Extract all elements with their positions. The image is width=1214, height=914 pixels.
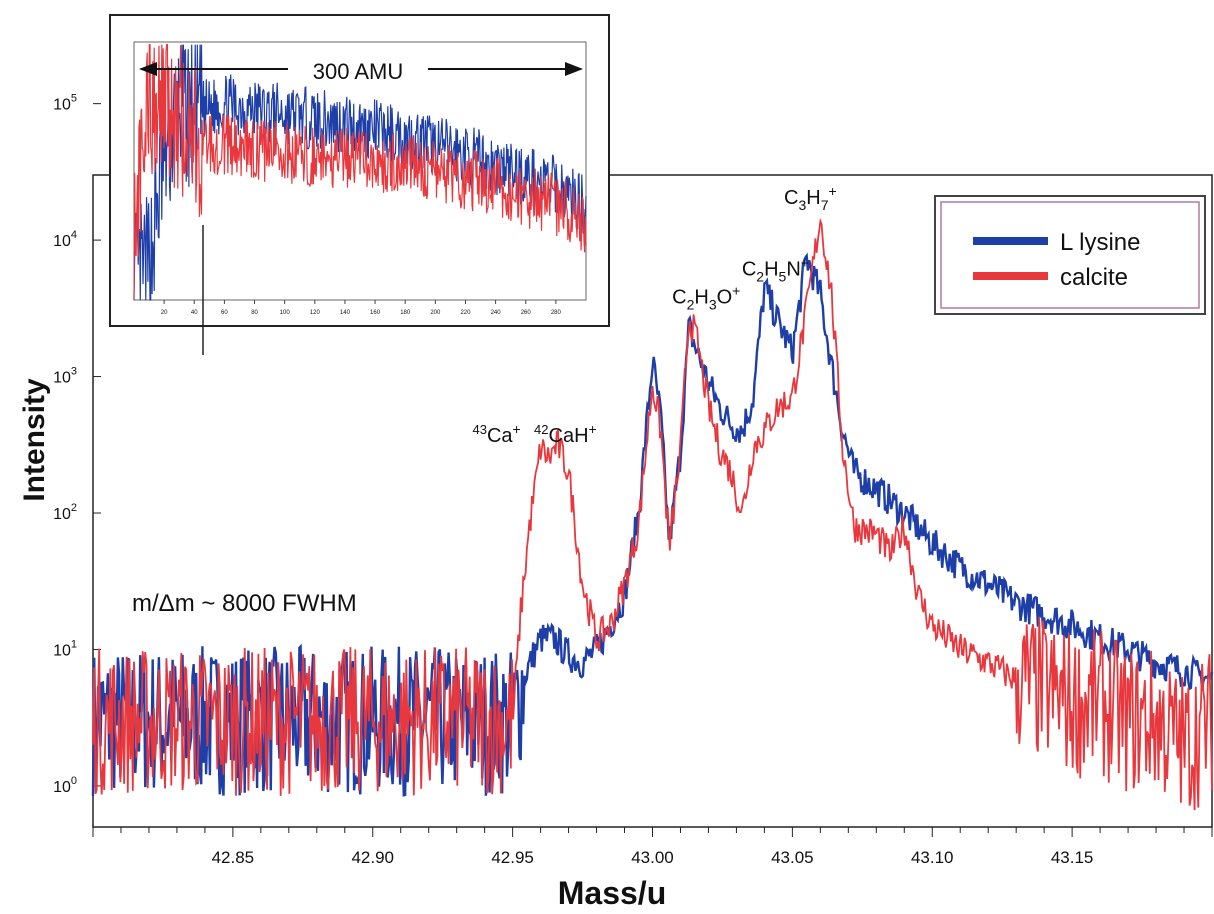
x-axis-ticks: 42.85 42.90 42.95 43.00 43.05 43.10 43.15	[92, 827, 1213, 867]
legend-label-l-lysine: L lysine	[1060, 229, 1140, 256]
main-series-group	[91, 217, 1214, 811]
inset-tick-label: 280	[551, 310, 562, 316]
y-tick-label: 101	[53, 638, 77, 659]
series-line-calcite	[92, 217, 1213, 811]
inset-tick-label: 220	[460, 310, 471, 316]
legend-label-calcite: calcite	[1060, 264, 1128, 291]
x-tick-label: 42.90	[351, 848, 394, 867]
inset-arrowhead-right	[565, 62, 583, 76]
inset-series-l-lysine	[133, 44, 587, 301]
x-tick-label: 42.95	[491, 848, 534, 867]
peak-label-c3h7: C3H7+	[784, 183, 837, 213]
inset-tick-label: 60	[221, 310, 228, 316]
resolution-note: m/Δm ~ 8000 FWHM	[132, 590, 357, 617]
inset-tick-label: 120	[310, 310, 321, 316]
peak-annotations: 43Ca+ 42CaH+ C2H3O+C2H5N+ C3H7+	[472, 183, 836, 447]
y-tick-label: 100	[53, 775, 77, 796]
inset-tick-label: 100	[280, 310, 291, 316]
inset-chart: 20 40 60 80 100 120 140 160 180 200 220 240 260 280 3…	[109, 14, 610, 355]
inset-tick-label: 160	[370, 310, 381, 316]
inset-tick-label: 20	[161, 310, 168, 316]
y-tick-label: 103	[53, 366, 77, 387]
legend-frame-outer	[934, 195, 1206, 315]
inset-tick-label: 140	[340, 310, 351, 316]
x-tick-label: 43.05	[771, 848, 814, 867]
legend: L lysine calcite	[934, 195, 1206, 315]
y-tick-label: 105	[53, 93, 77, 114]
inset-tick-label: 200	[430, 310, 441, 316]
inset-tick-label: 40	[191, 310, 198, 316]
peak-label-ca43: 43Ca+	[472, 421, 520, 447]
y-axis-ticks: 100 101 102 103 104 105	[53, 93, 101, 796]
inset-tick-label: 80	[251, 310, 258, 316]
x-axis-label: Mass/u	[558, 875, 666, 911]
y-tick-label: 104	[53, 229, 77, 250]
x-tick-label: 43.15	[1051, 848, 1094, 867]
x-tick-label: 43.10	[911, 848, 954, 867]
y-tick-label: 102	[53, 502, 77, 523]
inset-x-ticks: 20 40 60 80 100 120 140 160 180 200 220 240 260 280	[161, 300, 562, 316]
inset-arrowhead-left	[139, 62, 157, 76]
inset-span-label: 300 AMU	[313, 59, 404, 84]
inset-tick-label: 240	[491, 310, 502, 316]
peak-label-c2h5n: C2H5N+	[742, 254, 809, 284]
x-tick-label: 42.85	[212, 848, 255, 867]
inset-tick-label: 180	[400, 310, 411, 316]
legend-frame-inner	[940, 201, 1200, 309]
inset-tick-label: 260	[521, 310, 532, 316]
inset-span-label-bg	[288, 54, 428, 84]
inset-series-group	[133, 44, 587, 301]
peak-label-cah42: 42CaH+	[534, 421, 597, 447]
peak-label-c2h3o: C2H3O+	[672, 283, 740, 313]
y-axis-label: Intensity	[18, 378, 51, 502]
inset-series-calcite	[133, 44, 587, 300]
x-tick-label: 43.00	[631, 848, 674, 867]
